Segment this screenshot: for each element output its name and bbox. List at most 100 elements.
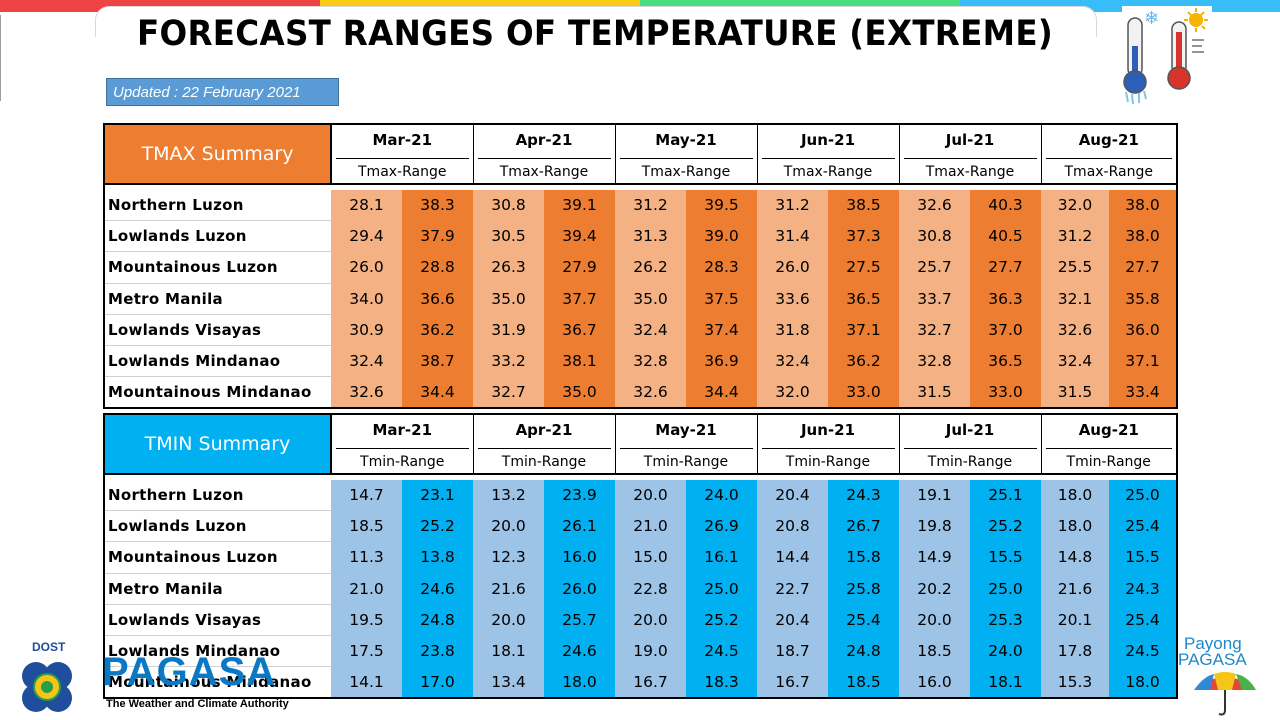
payong-pagasa-label: PAGASA bbox=[1178, 650, 1247, 669]
tmax-value-cell: 36.7 bbox=[544, 314, 615, 346]
tmin-value-cell: 20.0 bbox=[473, 510, 544, 542]
tmin-value-cell: 12.3 bbox=[473, 541, 544, 574]
tmax-value-cell: 32.8 bbox=[615, 345, 686, 377]
tmin-month-header: Apr-21 bbox=[472, 413, 616, 445]
tmin-value-cell: 21.6 bbox=[473, 573, 544, 605]
tmax-summary-label: TMAX Summary bbox=[103, 123, 332, 185]
tmin-value-cell: 26.1 bbox=[544, 510, 615, 542]
tmin-value-cell: 21.0 bbox=[615, 510, 686, 542]
tmax-value-cell: 35.0 bbox=[544, 376, 615, 410]
payong-pagasa-logo: Payong PAGASA bbox=[1176, 632, 1280, 720]
tmax-value-cell: 37.9 bbox=[402, 220, 473, 252]
tmax-value-cell: 36.9 bbox=[686, 345, 757, 377]
tmin-month-header: Mar-21 bbox=[330, 413, 474, 445]
tmax-value-cell: 25.7 bbox=[899, 251, 970, 284]
tmax-value-cell: 27.5 bbox=[828, 251, 899, 284]
tmin-value-cell: 18.5 bbox=[331, 510, 402, 542]
tmax-value-cell: 38.3 bbox=[402, 190, 473, 221]
tmin-value-cell: 25.4 bbox=[1109, 604, 1178, 636]
tmin-value-cell: 26.7 bbox=[828, 510, 899, 542]
tmax-value-cell: 30.9 bbox=[331, 314, 402, 346]
tmax-value-cell: 29.4 bbox=[331, 220, 402, 252]
tmax-region-name: Mountainous Luzon bbox=[103, 251, 331, 284]
tmax-value-cell: 39.4 bbox=[544, 220, 615, 252]
tmin-value-cell: 16.0 bbox=[544, 541, 615, 574]
tmax-table-row: Lowlands Mindanao 32.4 38.7 33.2 38.1 32.8 36.… bbox=[103, 345, 1178, 378]
tmin-value-cell: 15.5 bbox=[1109, 541, 1178, 574]
tmax-value-cell: 26.3 bbox=[473, 251, 544, 284]
tmax-value-cell: 31.2 bbox=[757, 190, 828, 221]
tmax-value-cell: 32.6 bbox=[615, 376, 686, 410]
tmax-value-cell: 33.0 bbox=[828, 376, 899, 410]
tmin-value-cell: 24.0 bbox=[686, 480, 757, 511]
tmin-value-cell: 16.1 bbox=[686, 541, 757, 574]
tmax-value-cell: 36.2 bbox=[402, 314, 473, 346]
tmin-value-cell: 18.1 bbox=[970, 666, 1041, 700]
tmin-value-cell: 19.5 bbox=[331, 604, 402, 636]
tmin-value-cell: 18.0 bbox=[1041, 510, 1109, 542]
tmax-value-cell: 37.4 bbox=[686, 314, 757, 346]
payong-label: Payong bbox=[1184, 634, 1242, 653]
tmax-value-cell: 32.4 bbox=[757, 345, 828, 377]
pagasa-tagline: The Weather and Climate Authority bbox=[106, 698, 289, 710]
tmin-value-cell: 20.0 bbox=[899, 604, 970, 636]
tmin-value-cell: 25.3 bbox=[970, 604, 1041, 636]
tmax-value-cell: 33.2 bbox=[473, 345, 544, 377]
tmin-month-header: Aug-21 bbox=[1040, 413, 1178, 445]
tmax-value-cell: 36.6 bbox=[402, 283, 473, 315]
tmin-region-name: Northern Luzon bbox=[103, 480, 331, 512]
tmax-value-cell: 32.1 bbox=[1041, 283, 1109, 315]
tmax-value-cell: 33.6 bbox=[757, 283, 828, 315]
tmin-value-cell: 24.3 bbox=[828, 480, 899, 511]
tmin-value-cell: 22.8 bbox=[615, 573, 686, 605]
tmax-range-label: Tmax-Range bbox=[619, 157, 753, 181]
tmin-value-cell: 24.8 bbox=[828, 635, 899, 667]
tmin-month-header: May-21 bbox=[614, 413, 758, 445]
tmax-value-cell: 36.2 bbox=[828, 345, 899, 377]
tmax-value-cell: 37.0 bbox=[970, 314, 1041, 346]
tmin-region-name: Mountainous Mindanao bbox=[103, 666, 331, 700]
tmax-value-cell: 35.8 bbox=[1109, 283, 1178, 315]
tmin-value-cell: 15.0 bbox=[615, 541, 686, 574]
tmin-region-name: Lowlands Luzon bbox=[103, 510, 331, 543]
tmin-value-cell: 14.1 bbox=[331, 666, 402, 700]
thermometer-icon: ❄ bbox=[1122, 6, 1212, 106]
tmax-value-cell: 34.4 bbox=[402, 376, 473, 410]
tmax-region-name: Northern Luzon bbox=[103, 190, 331, 222]
tmax-value-cell: 38.7 bbox=[402, 345, 473, 377]
tmin-value-cell: 25.8 bbox=[828, 573, 899, 605]
tmax-value-cell: 30.5 bbox=[473, 220, 544, 252]
tmin-table-row: Lowlands Luzon 18.5 25.2 20.0 26.1 21.0 26.9 20… bbox=[103, 510, 1178, 543]
tmax-region-name: Lowlands Luzon bbox=[103, 220, 331, 253]
tmax-value-cell: 30.8 bbox=[899, 220, 970, 252]
tmin-table-row: Lowlands Visayas 19.5 24.8 20.0 25.7 20.0 25.2… bbox=[103, 604, 1178, 636]
tmax-value-cell: 39.5 bbox=[686, 190, 757, 221]
tmin-value-cell: 18.3 bbox=[686, 666, 757, 700]
tmax-value-cell: 38.1 bbox=[544, 345, 615, 377]
tmax-value-cell: 36.5 bbox=[828, 283, 899, 315]
tmax-table-row: Northern Luzon 28.1 38.3 30.8 39.1 31.2 39.5 31… bbox=[103, 190, 1178, 222]
tmax-value-cell: 27.7 bbox=[970, 251, 1041, 284]
tmax-value-cell: 31.5 bbox=[899, 376, 970, 410]
tmin-value-cell: 19.8 bbox=[899, 510, 970, 542]
tmax-value-cell: 28.3 bbox=[686, 251, 757, 284]
tmin-value-cell: 25.2 bbox=[402, 510, 473, 542]
tmax-month-header: Apr-21 bbox=[472, 123, 616, 155]
tmin-value-cell: 25.0 bbox=[970, 573, 1041, 605]
tmin-value-cell: 16.7 bbox=[757, 666, 828, 700]
tmin-value-cell: 18.5 bbox=[828, 666, 899, 700]
tmax-value-cell: 31.5 bbox=[1041, 376, 1109, 410]
tmin-value-cell: 21.6 bbox=[1041, 573, 1109, 605]
tmax-value-cell: 38.0 bbox=[1109, 190, 1178, 221]
tmax-month-header: Jun-21 bbox=[756, 123, 900, 155]
tmin-value-cell: 20.8 bbox=[757, 510, 828, 542]
tmax-value-cell: 28.8 bbox=[402, 251, 473, 284]
updated-label: Updated : 22 February 2021 bbox=[106, 78, 339, 106]
tmin-range-label: Tmin-Range bbox=[1045, 447, 1172, 471]
tmax-value-cell: 31.4 bbox=[757, 220, 828, 252]
tmin-region-name: Metro Manila bbox=[103, 573, 331, 605]
tmax-value-cell: 33.0 bbox=[970, 376, 1041, 410]
tmax-value-cell: 25.5 bbox=[1041, 251, 1109, 284]
tmin-value-cell: 15.3 bbox=[1041, 666, 1109, 700]
tmax-table-row: Lowlands Visayas 30.9 36.2 31.9 36.7 32.4 37.4… bbox=[103, 314, 1178, 346]
